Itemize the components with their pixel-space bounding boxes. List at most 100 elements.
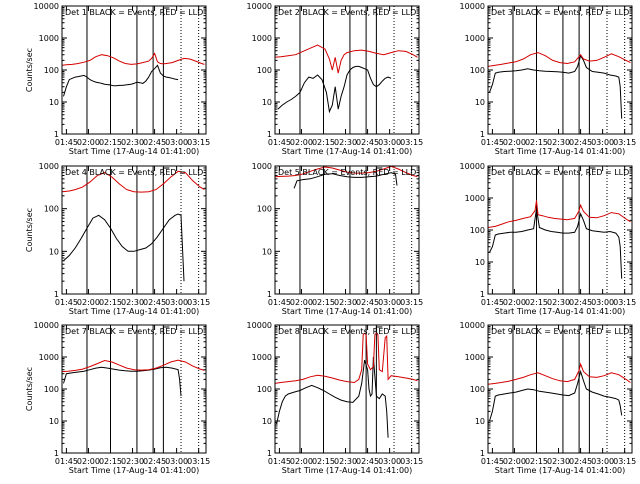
plot-frame — [487, 324, 633, 454]
x-tick-label: 02:00 — [503, 138, 526, 147]
x-tick-label: 03:15 — [613, 457, 636, 466]
flag-marker — [375, 7, 383, 16]
panel-det-2: 1 10 100 1000 10000 01:4502:0002:1502:3002:45… — [247, 2, 424, 156]
y-tick-label: 1000 — [39, 162, 59, 171]
x-tick-label: 02:00 — [77, 138, 100, 147]
y-tick-label: 10 — [475, 98, 485, 107]
y-tick-label: 1 — [54, 130, 59, 139]
flag-marker — [375, 326, 383, 335]
x-tick-label: 02:15 — [99, 457, 122, 466]
y-tick-label: 10 — [49, 417, 59, 426]
y-tick-label: 1000 — [252, 34, 272, 43]
x-axis-label: Start Time (17-Aug-14 01:41:00) — [495, 307, 626, 316]
x-tick-label: 03:00 — [165, 298, 188, 307]
flag-marker — [588, 167, 596, 176]
y-tick-label: 100 — [470, 66, 485, 75]
plot-frame — [487, 5, 633, 135]
x-tick-label: 01:45 — [481, 138, 504, 147]
x-tick-label: 02:15 — [99, 298, 122, 307]
x-tick-label: 03:00 — [165, 457, 188, 466]
y-tick-label: 1 — [54, 290, 59, 299]
y-tick-label: 1000 — [465, 194, 485, 203]
x-tick-label: 02:45 — [569, 457, 592, 466]
x-tick-label: 02:45 — [569, 298, 592, 307]
x-tick-label: 03:00 — [378, 457, 401, 466]
panel-det-4: 1 10 100 1000 01:4502:0002:1502:3002:4503:00… — [25, 162, 210, 316]
y-tick-label: 1 — [267, 130, 272, 139]
y-tick-label: 1000 — [465, 34, 485, 43]
y-tick-label: 1000 — [39, 353, 59, 362]
y-tick-label: 100 — [470, 385, 485, 394]
x-tick-label: 03:15 — [613, 298, 636, 307]
x-axis-label: Start Time (17-Aug-14 01:41:00) — [282, 147, 413, 156]
series-events — [489, 369, 623, 422]
x-tick-label: 02:00 — [290, 457, 313, 466]
y-tick-label: 100 — [257, 66, 272, 75]
x-axis-label: Start Time (17-Aug-14 01:41:00) — [69, 307, 200, 316]
y-tick-label: 10000 — [460, 162, 485, 171]
y-tick-label: 10 — [475, 417, 485, 426]
panel-title: Det 5 BLACK = Events, RED = LLD — [278, 168, 416, 177]
series-events — [63, 64, 179, 97]
x-tick-label: 03:00 — [591, 457, 614, 466]
x-tick-label: 02:45 — [356, 457, 379, 466]
x-tick-label: 02:45 — [569, 138, 592, 147]
series-events — [277, 65, 392, 114]
series-lld — [62, 52, 205, 66]
y-tick-label: 10 — [262, 98, 272, 107]
x-tick-label: 03:00 — [591, 138, 614, 147]
x-tick-label: 02:30 — [121, 138, 144, 147]
y-tick-label: 1000 — [465, 353, 485, 362]
x-tick-label: 03:00 — [378, 138, 401, 147]
y-tick-label: 10000 — [247, 321, 272, 330]
flag-marker — [588, 326, 596, 335]
flag-marker — [162, 326, 170, 335]
x-tick-label: 02:00 — [77, 457, 100, 466]
series-events — [276, 356, 389, 438]
x-tick-label: 02:45 — [356, 138, 379, 147]
series-lld — [488, 362, 631, 385]
y-tick-label: 10000 — [460, 321, 485, 330]
panel-det-5: 1 10 100 1000 01:4502:0002:1502:3002:4503:00… — [252, 162, 424, 316]
panel-title: Det 2 BLACK = Events, RED = LLD — [278, 8, 416, 17]
series-lld — [275, 166, 418, 178]
x-axis-label: Start Time (17-Aug-14 01:41:00) — [282, 466, 413, 475]
x-tick-label: 01:45 — [55, 457, 78, 466]
series-lld — [275, 332, 418, 384]
y-tick-label: 1 — [480, 449, 485, 458]
x-tick-label: 02:00 — [503, 457, 526, 466]
y-tick-label: 10 — [475, 258, 485, 267]
panel-title: Det 3 BLACK = Events, RED = LLD — [491, 8, 629, 17]
x-tick-label: 03:15 — [187, 457, 210, 466]
x-tick-label: 03:15 — [400, 457, 423, 466]
plot-frame — [274, 324, 420, 454]
series-lld — [62, 170, 205, 193]
x-tick-label: 02:30 — [547, 138, 570, 147]
x-tick-label: 02:15 — [312, 138, 335, 147]
series-events — [489, 209, 623, 279]
plot-frame — [61, 324, 207, 454]
x-axis-label: Start Time (17-Aug-14 01:41:00) — [495, 147, 626, 156]
y-axis-label: Counts/sec — [25, 208, 34, 252]
plot-frame — [61, 165, 207, 295]
x-tick-label: 02:15 — [99, 138, 122, 147]
series-lld — [488, 200, 631, 228]
x-tick-label: 02:30 — [547, 298, 570, 307]
x-tick-label: 03:15 — [613, 138, 636, 147]
x-tick-label: 02:00 — [290, 298, 313, 307]
plot-frame — [61, 5, 207, 135]
x-tick-label: 01:45 — [268, 457, 291, 466]
y-tick-label: 1 — [54, 449, 59, 458]
y-tick-label: 10 — [262, 247, 272, 256]
series-events — [63, 213, 185, 282]
x-tick-label: 03:15 — [400, 298, 423, 307]
x-tick-label: 01:45 — [55, 298, 78, 307]
x-tick-label: 02:30 — [121, 298, 144, 307]
x-tick-label: 02:45 — [356, 298, 379, 307]
y-tick-label: 100 — [44, 385, 59, 394]
plot-frame — [487, 165, 633, 295]
y-tick-label: 100 — [44, 66, 59, 75]
x-tick-label: 02:30 — [121, 457, 144, 466]
